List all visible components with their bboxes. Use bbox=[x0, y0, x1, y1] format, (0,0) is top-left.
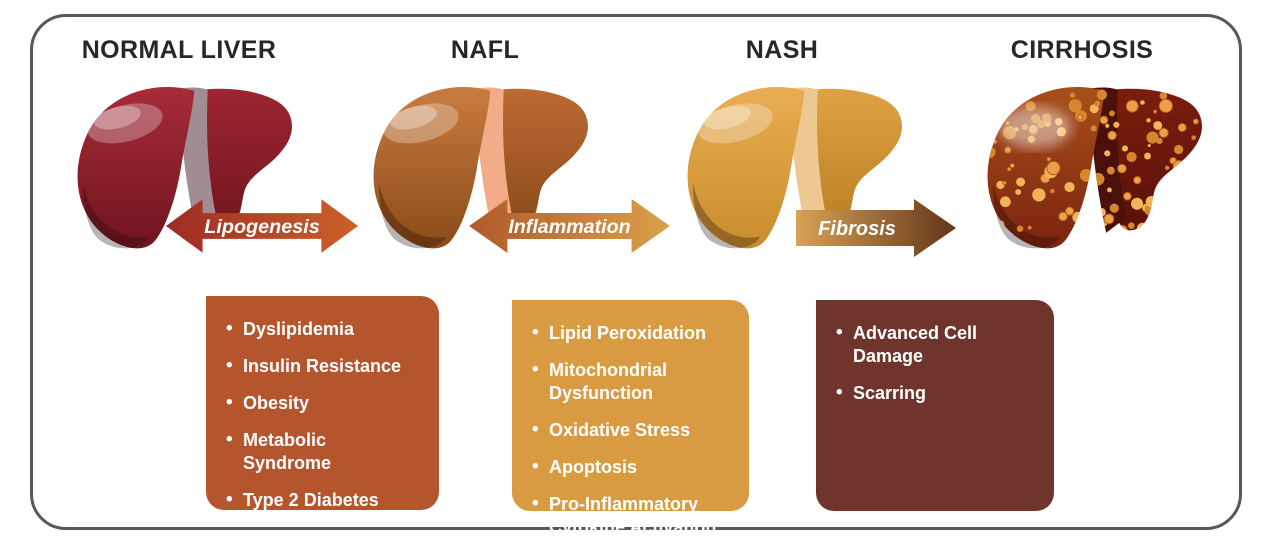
stage-title-cirrhosis: CIRRHOSIS bbox=[1010, 36, 1154, 64]
factor-item: Scarring bbox=[836, 381, 992, 405]
stage-title-normal-liver: NORMAL LIVER bbox=[81, 36, 277, 64]
factor-item: Mitochondrial Dysfunction bbox=[532, 358, 723, 405]
factor-item: Type 2 Diabetes bbox=[226, 488, 413, 512]
liver-illustration-nash bbox=[687, 87, 902, 249]
arrow-label-inflammation: Inflammation bbox=[508, 217, 630, 238]
factor-box-cirrhosis: Advanced Cell Damage Scarring bbox=[816, 300, 1054, 511]
factor-item: Pro-Inflammatory Cytokine Activation bbox=[532, 492, 723, 539]
double-arrow-shape bbox=[165, 199, 359, 253]
factor-list-nafl: Dyslipidemia Insulin Resistance Obesity Met… bbox=[226, 317, 413, 513]
factor-item: Insulin Resistance bbox=[226, 354, 413, 378]
factor-item: Advanced Cell Damage bbox=[836, 321, 992, 368]
inflammation-arrow: Inflammation bbox=[469, 199, 670, 253]
factor-item: Lipid Peroxidation bbox=[532, 321, 723, 345]
factor-item: Apoptosis bbox=[532, 455, 723, 479]
factor-item: Metabolic Syndrome bbox=[226, 428, 413, 475]
factor-item: Oxidative Stress bbox=[532, 418, 723, 442]
stage-title-nash: NASH bbox=[745, 36, 819, 64]
double-arrow-shape bbox=[469, 199, 670, 253]
factor-item: Obesity bbox=[226, 391, 413, 415]
factor-box-nafl: Dyslipidemia Insulin Resistance Obesity Met… bbox=[206, 296, 439, 513]
factor-box-nash: Lipid Peroxidation Mitochondrial Dysfunct… bbox=[512, 300, 749, 537]
arrow-label-fibrosis: Fibrosis bbox=[818, 218, 896, 240]
lipogenesis-arrow: Lipogenesis bbox=[165, 199, 359, 253]
liver-illustration-normal bbox=[77, 87, 292, 249]
factor-item: Dyslipidemia bbox=[226, 317, 413, 341]
factor-list-cirrhosis: Advanced Cell Damage Scarring bbox=[836, 321, 992, 405]
liver-illustration-nafl bbox=[373, 87, 588, 249]
stage-title-nafl: NAFL bbox=[450, 36, 520, 64]
single-arrow-shape bbox=[796, 199, 956, 257]
arrow-label-lipogenesis: Lipogenesis bbox=[204, 216, 319, 238]
fibrosis-arrow: Fibrosis bbox=[796, 199, 956, 257]
liver-illustration-cirrhosis bbox=[987, 87, 1202, 249]
factor-list-nash: Lipid Peroxidation Mitochondrial Dysfunct… bbox=[532, 321, 723, 539]
